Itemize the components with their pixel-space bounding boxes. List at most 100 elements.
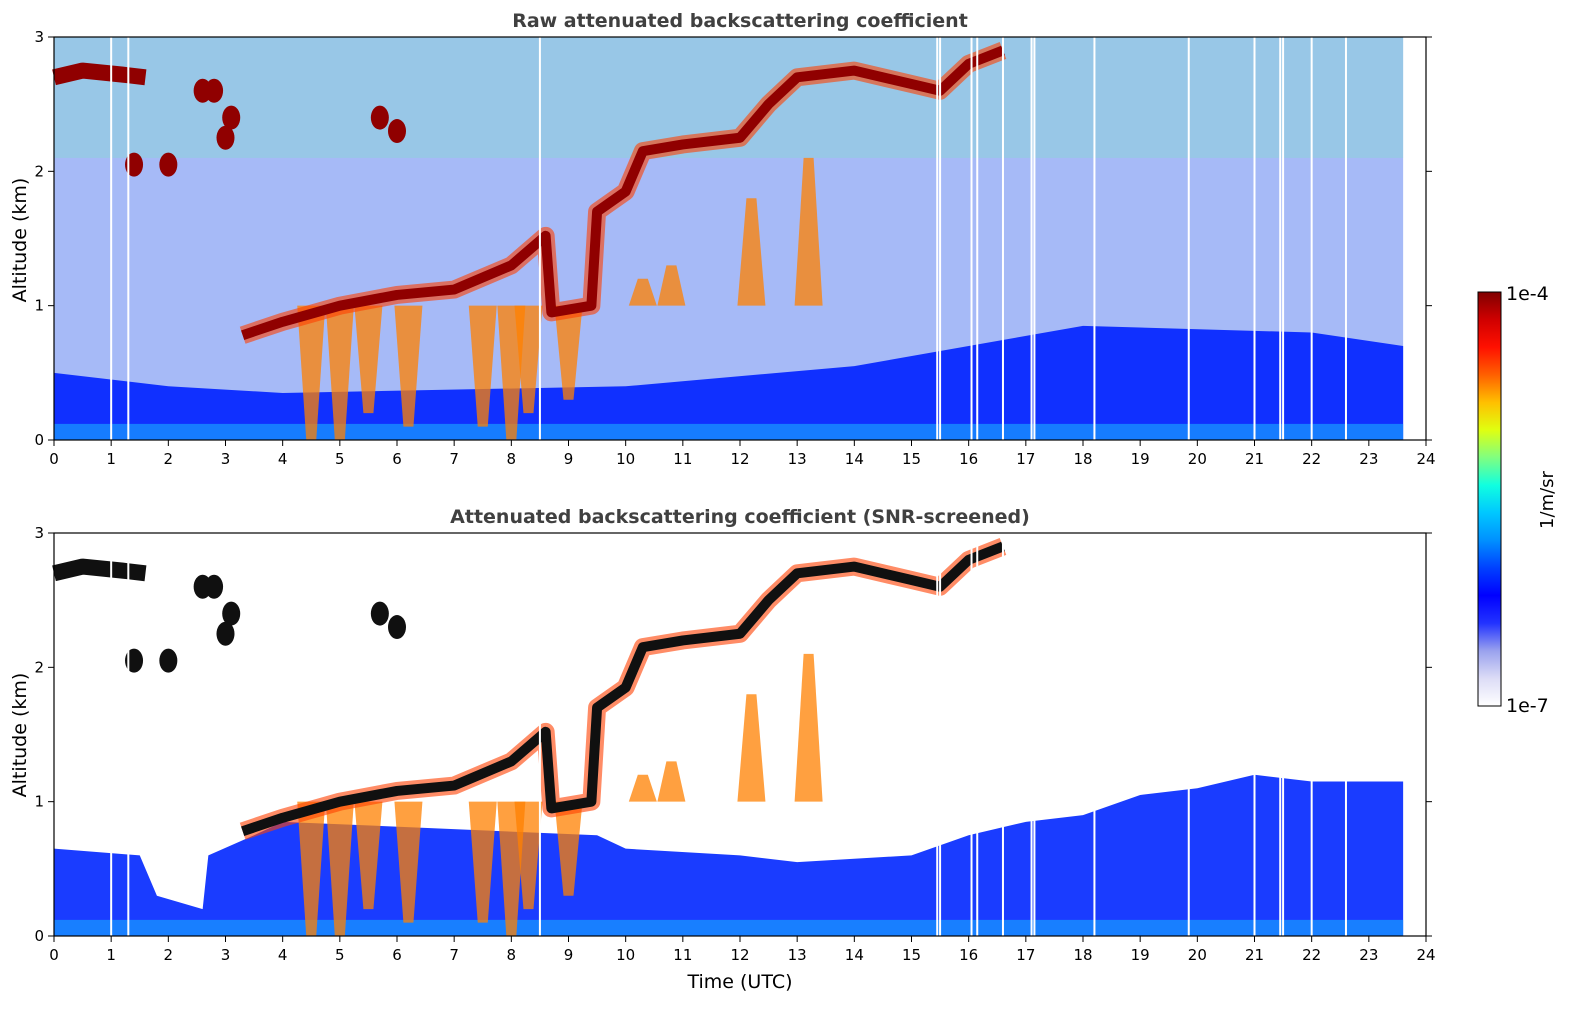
gap-line: [1033, 37, 1036, 440]
panel-title: Raw attenuated backscattering coefficien…: [512, 10, 968, 32]
y-axis-label: Altitude (km): [9, 178, 31, 303]
precip-shaft: [628, 278, 657, 306]
gap-line: [1001, 37, 1004, 440]
gap-line: [127, 533, 130, 936]
cloud-patch: [370, 105, 389, 130]
colorbar-unit-label: 1/m/sr: [1537, 470, 1558, 528]
gap-line: [1282, 37, 1285, 440]
x-tick-label: 21: [1245, 946, 1264, 964]
panel-title: Attenuated backscattering coefficient (S…: [450, 506, 1030, 528]
y-tick-label: 2: [34, 658, 44, 676]
x-tick-label: 5: [335, 450, 345, 468]
x-tick-label: 1: [106, 450, 116, 468]
gap-line: [1187, 37, 1190, 440]
x-tick-label: 12: [730, 946, 749, 964]
cloud-base: [241, 45, 1005, 340]
x-tick-label: 23: [1359, 946, 1378, 964]
aerosol-layer: [54, 774, 1404, 936]
x-tick-label: 8: [507, 450, 517, 468]
cloud-patch: [370, 601, 389, 626]
x-tick-label: 2: [164, 946, 174, 964]
gap-line: [936, 37, 939, 440]
precip-shaft: [514, 305, 543, 414]
x-tick-label: 6: [392, 946, 402, 964]
precip-shaft: [737, 694, 766, 802]
gap-line: [538, 37, 541, 440]
precip-shaft: [354, 801, 383, 910]
x-tick-label: 15: [902, 450, 921, 468]
gap-line: [1310, 533, 1313, 936]
x-tick-label: 6: [392, 450, 402, 468]
cloud-patch: [125, 648, 144, 673]
x-tick-label: 14: [845, 946, 864, 964]
gap-line: [1030, 37, 1033, 440]
x-tick-label: 17: [1016, 450, 1035, 468]
precip-shaft: [737, 198, 766, 306]
cloud-patch: [388, 119, 406, 144]
colorbar-min-label: 1e-7: [1506, 695, 1549, 717]
x-tick-label: 12: [730, 450, 749, 468]
x-tick-label: 19: [1131, 946, 1150, 964]
x-tick-label: 13: [788, 946, 807, 964]
x-axis-label: Time (UTC): [686, 971, 792, 993]
colorbar-max-label: 1e-4: [1506, 283, 1549, 305]
precip-shaft: [628, 774, 657, 802]
x-tick-label: 10: [616, 946, 635, 964]
x-tick-label: 20: [1188, 450, 1207, 468]
precip-shaft: [794, 157, 823, 306]
gap-line: [1344, 37, 1347, 440]
precip-shaft: [794, 653, 823, 802]
precip-shaft: [514, 801, 543, 910]
gap-line: [1030, 533, 1033, 936]
axes: 0 1 2 3 4 5 6 7 8 9 10 11 12 13 14 15 16 17 18 19 20 21 22 23 24…: [34, 28, 1435, 468]
x-tick-label: 8: [507, 946, 517, 964]
precip-shaft: [325, 801, 354, 936]
surface-layer: [54, 919, 1404, 936]
x-tick-label: 4: [278, 946, 288, 964]
cloud-patch: [222, 105, 241, 130]
precip-shaft: [354, 305, 383, 414]
y-tick-label: 1: [34, 793, 44, 811]
cloud-patch: [125, 152, 144, 177]
cloud-patch: [222, 601, 241, 626]
y-tick-label: 2: [34, 162, 44, 180]
gap-line: [1344, 533, 1347, 936]
x-tick-label: 13: [788, 450, 807, 468]
x-tick-label: 0: [49, 450, 59, 468]
precip-shaft: [325, 305, 354, 440]
gap-line: [1001, 533, 1004, 936]
cloud-patch: [388, 615, 406, 640]
x-tick-label: 0: [49, 946, 59, 964]
cloud-patch: [205, 574, 224, 599]
gap-line: [1093, 37, 1096, 440]
gap-line: [970, 37, 973, 440]
y-tick-label: 3: [34, 28, 44, 46]
x-tick-label: 16: [959, 450, 978, 468]
boundary-layer: [54, 325, 1404, 440]
x-tick-label: 22: [1302, 946, 1321, 964]
x-tick-label: 16: [959, 946, 978, 964]
gap-line: [127, 37, 130, 440]
x-tick-label: 23: [1359, 450, 1378, 468]
y-tick-label: 0: [34, 927, 44, 945]
backscatter-field: [52, 37, 1404, 440]
y-tick-label: 0: [34, 431, 44, 449]
x-tick-label: 20: [1188, 946, 1207, 964]
cloud-top: [52, 62, 147, 86]
gap-line: [1093, 533, 1096, 936]
x-tick-label: 3: [221, 946, 231, 964]
gap-line: [1282, 533, 1285, 936]
y-tick-label: 1: [34, 297, 44, 315]
x-tick-label: 9: [564, 946, 574, 964]
gap-line: [110, 37, 113, 440]
y-tick-label: 3: [34, 524, 44, 542]
x-tick-label: 10: [616, 450, 635, 468]
x-tick-label: 18: [1073, 946, 1092, 964]
gap-line: [1279, 533, 1282, 936]
gap-line: [976, 37, 979, 440]
gap-line: [970, 533, 973, 936]
x-tick-label: 1: [106, 946, 116, 964]
cloud-base: [241, 541, 1005, 836]
x-tick-label: 4: [278, 450, 288, 468]
